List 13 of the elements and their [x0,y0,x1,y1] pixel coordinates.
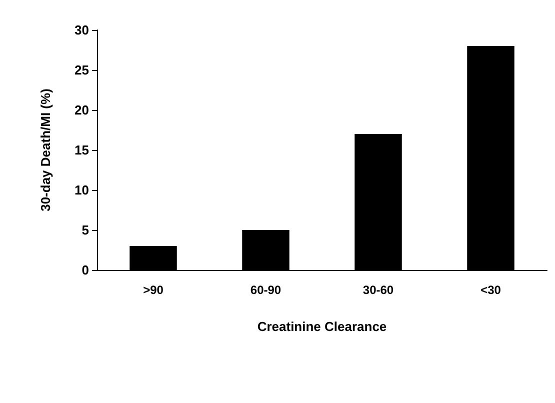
x-axis-title: Creatinine Clearance [257,319,387,334]
y-tick-label: 20 [74,102,89,118]
x-tick-label: 60-90 [250,283,282,297]
y-tick-label: 30 [74,22,89,38]
y-tick-label: 25 [74,62,89,78]
y-tick-label: 15 [74,142,89,158]
y-axis-title: 30-day Death/MI (%) [38,88,53,212]
x-tick-label: >90 [143,283,164,297]
x-tick-label: <30 [480,283,502,297]
y-tick-label: 10 [74,182,89,198]
y-tick-label: 0 [82,262,89,278]
y-tick-label: 5 [82,222,89,238]
x-tick-label: 30-60 [362,283,394,297]
